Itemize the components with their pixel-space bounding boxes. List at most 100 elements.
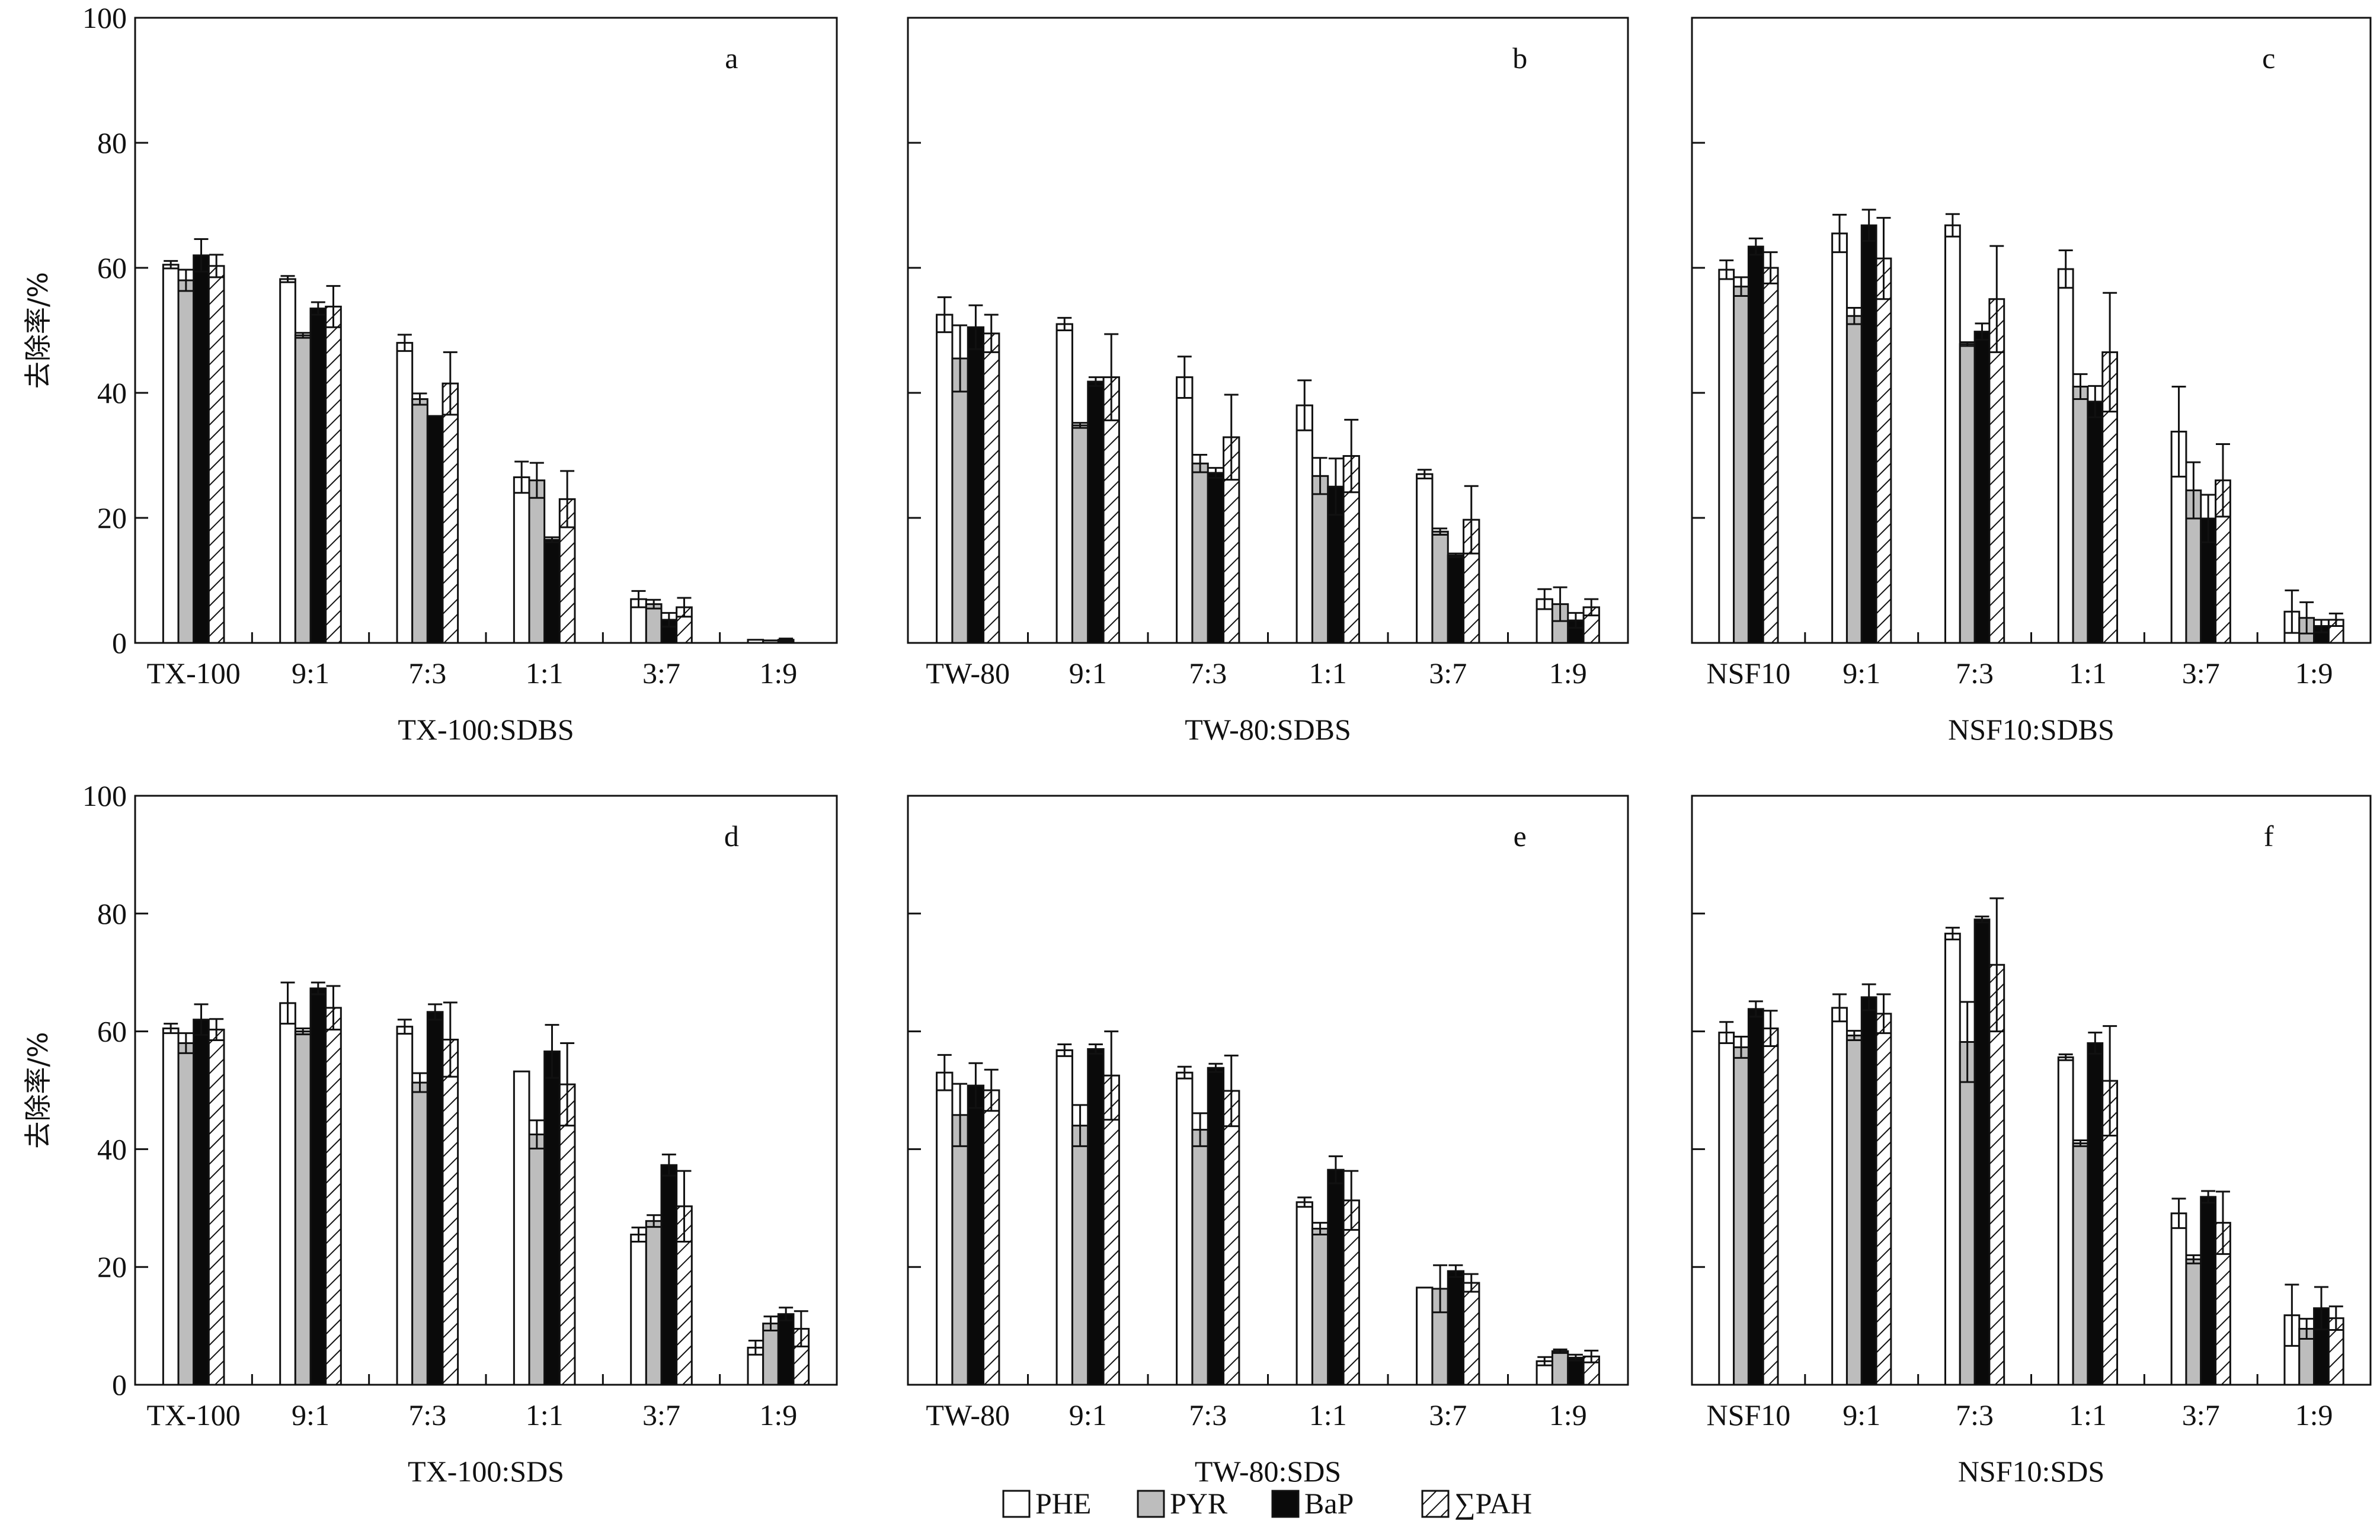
bar-bap-4 bbox=[1447, 1270, 1465, 1386]
x-axis-label: TW-80:SDBS bbox=[1185, 713, 1351, 746]
legend-swatch-2 bbox=[1137, 1490, 1165, 1518]
panel-letter: d bbox=[724, 819, 739, 853]
bar-pyr-4 bbox=[645, 1220, 663, 1386]
panel-d: 0 20 40 60 80 100 去除率/% d TX-100 9:1 7:3 1:1 3:7 1:9 T… bbox=[22, 779, 838, 1488]
y-tick-label: 40 bbox=[97, 1132, 127, 1166]
bar-sum-pah-2 bbox=[1988, 963, 2005, 1386]
panel-letter: e bbox=[1514, 819, 1527, 853]
plot-frame bbox=[907, 17, 1629, 644]
bar-bap-0 bbox=[193, 1019, 210, 1386]
bar-bap-1 bbox=[1087, 380, 1105, 644]
x-axis-label: TX-100:SDS bbox=[408, 1455, 564, 1488]
bar-pyr-0 bbox=[177, 1042, 195, 1386]
legend-label: PYR bbox=[1170, 1487, 1228, 1520]
bar-phe-2 bbox=[396, 342, 414, 644]
bar-bap-3 bbox=[543, 1050, 561, 1386]
bar-bap-3 bbox=[1327, 1168, 1345, 1386]
legend-swatch-1 bbox=[1002, 1490, 1031, 1518]
y-tick-label: 0 bbox=[112, 626, 127, 659]
y-tick-label: 40 bbox=[97, 376, 127, 409]
y-tick-label: 60 bbox=[97, 1015, 127, 1048]
panels: 0 20 40 60 80 100 去除率/% a TX-100 9:1 7:3 1:1 3:7 1:9 T… bbox=[22, 1, 2372, 1488]
panel-c: c NSF10 9:1 7:3 1:1 3:7 1:9 NSF10:SDBS bbox=[1691, 17, 2372, 746]
bar-phe-1 bbox=[1055, 323, 1073, 644]
bar-phe-1 bbox=[279, 278, 296, 644]
category-label: 7:3 bbox=[408, 657, 446, 690]
bar-pyr-0 bbox=[177, 279, 195, 644]
bar-pyr-3 bbox=[528, 479, 546, 644]
bar-bap-3 bbox=[2087, 401, 2104, 644]
bar-sum-pah-1 bbox=[1102, 376, 1120, 644]
bar-phe-2 bbox=[1944, 933, 1961, 1386]
y-tick-label: 100 bbox=[82, 1, 127, 34]
y-tick-label: 20 bbox=[97, 501, 127, 534]
category-label: 1:1 bbox=[526, 657, 564, 690]
category-label: NSF10 bbox=[1707, 657, 1791, 690]
bar-phe-2 bbox=[1176, 376, 1194, 644]
category-label: 3:7 bbox=[1429, 657, 1467, 690]
bar-pyr-1 bbox=[1071, 1125, 1089, 1386]
panel-b: b TW-80 9:1 7:3 1:1 3:7 1:9 TW-80:SDBS bbox=[907, 17, 1629, 746]
bar-pyr-1 bbox=[1071, 424, 1089, 644]
bar-bap-3 bbox=[2087, 1042, 2104, 1386]
bar-bap-0 bbox=[1747, 1008, 1764, 1386]
legend-label: PHE bbox=[1035, 1487, 1091, 1520]
bar-phe-2 bbox=[396, 1026, 414, 1386]
y-tick-label: 0 bbox=[112, 1368, 127, 1401]
category-label: 1:9 bbox=[759, 1398, 797, 1432]
category-label: 1:9 bbox=[1549, 1398, 1587, 1432]
bar-bap-4 bbox=[660, 1164, 678, 1386]
bar-sum-pah-1 bbox=[325, 305, 342, 644]
bar-phe-0 bbox=[936, 313, 954, 644]
bar-bap-0 bbox=[967, 1084, 985, 1386]
bar-pyr-2 bbox=[411, 1081, 428, 1386]
bar-pyr-3 bbox=[1311, 475, 1329, 644]
bar-bap-4 bbox=[1447, 554, 1465, 644]
category-label: 3:7 bbox=[1429, 1398, 1467, 1432]
bar-sum-pah-2 bbox=[1223, 1090, 1240, 1386]
bar-phe-1 bbox=[1055, 1049, 1073, 1386]
bar-phe-2 bbox=[1176, 1071, 1194, 1386]
x-axis-label: NSF10:SDBS bbox=[1948, 713, 2115, 746]
bar-sum-pah-0 bbox=[207, 265, 225, 644]
bar-bap-1 bbox=[1860, 996, 1877, 1386]
bar-sum-pah-1 bbox=[1875, 257, 1892, 644]
bar-sum-pah-3 bbox=[1342, 1199, 1360, 1386]
y-axis-label: 去除率/% bbox=[22, 272, 54, 389]
bar-sum-pah-2 bbox=[442, 382, 459, 644]
panel-letter: a bbox=[725, 41, 738, 75]
y-tick-label: 20 bbox=[97, 1250, 127, 1283]
category-label: 3:7 bbox=[2182, 1398, 2220, 1432]
bar-pyr-1 bbox=[1845, 315, 1863, 644]
category-label: TW-80 bbox=[926, 657, 1010, 690]
bar-sum-pah-1 bbox=[1102, 1074, 1120, 1386]
bar-phe-3 bbox=[1295, 404, 1313, 644]
category-label: NSF10 bbox=[1707, 1398, 1791, 1432]
bar-sum-pah-3 bbox=[558, 1083, 576, 1386]
category-label: 3:7 bbox=[2182, 657, 2220, 690]
bar-sum-pah-1 bbox=[325, 1007, 342, 1386]
bar-phe-4 bbox=[630, 1234, 647, 1386]
plot-frame bbox=[907, 795, 1629, 1386]
legend: PHE PYR BaP ∑PAH bbox=[1002, 1487, 1532, 1520]
panel-letter: c bbox=[2262, 41, 2275, 75]
bar-phe-0 bbox=[162, 264, 180, 644]
panel-letter: b bbox=[1512, 41, 1527, 75]
bar-sum-pah-1 bbox=[1875, 1013, 1892, 1386]
bar-pyr-3 bbox=[1311, 1228, 1329, 1386]
category-label: 1:1 bbox=[1309, 657, 1347, 690]
bar-sum-pah-0 bbox=[1762, 1027, 1779, 1386]
plot-frame bbox=[1691, 17, 2372, 644]
bar-bap-0 bbox=[1747, 245, 1764, 644]
bar-phe-5 bbox=[747, 639, 764, 644]
panel-f: f NSF10 9:1 7:3 1:1 3:7 1:9 NSF10:SDS bbox=[1691, 795, 2372, 1488]
category-label: TX-100 bbox=[147, 1398, 241, 1432]
category-label: 1:9 bbox=[2295, 657, 2333, 690]
bar-bap-1 bbox=[1087, 1048, 1105, 1386]
plot-frame bbox=[1691, 795, 2372, 1386]
bar-bap-0 bbox=[967, 326, 985, 644]
bar-phe-0 bbox=[936, 1071, 954, 1386]
legend-label: ∑PAH bbox=[1454, 1487, 1532, 1520]
bar-phe-3 bbox=[513, 476, 530, 644]
